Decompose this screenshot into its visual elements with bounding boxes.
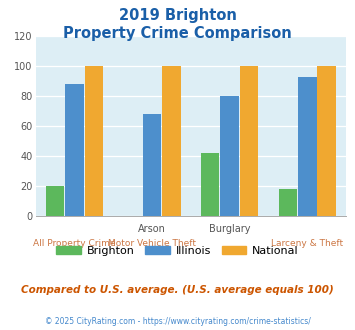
Bar <box>279 189 297 216</box>
Bar <box>46 186 64 216</box>
Text: Arson: Arson <box>138 224 166 234</box>
Text: All Property Crime: All Property Crime <box>33 239 116 248</box>
Bar <box>298 77 317 216</box>
Bar <box>162 66 181 216</box>
Text: Compared to U.S. average. (U.S. average equals 100): Compared to U.S. average. (U.S. average … <box>21 285 334 295</box>
Bar <box>220 96 239 216</box>
Text: Larceny & Theft: Larceny & Theft <box>271 239 343 248</box>
Text: Motor Vehicle Theft: Motor Vehicle Theft <box>108 239 196 248</box>
Bar <box>65 84 83 216</box>
Bar <box>201 153 219 216</box>
Text: Burglary: Burglary <box>209 224 250 234</box>
Text: 2019 Brighton: 2019 Brighton <box>119 8 236 23</box>
Bar <box>143 114 161 216</box>
Bar <box>84 66 103 216</box>
Bar <box>317 66 336 216</box>
Bar <box>240 66 258 216</box>
Text: © 2025 CityRating.com - https://www.cityrating.com/crime-statistics/: © 2025 CityRating.com - https://www.city… <box>45 317 310 326</box>
Text: Property Crime Comparison: Property Crime Comparison <box>63 26 292 41</box>
Legend: Brighton, Illinois, National: Brighton, Illinois, National <box>52 241 303 260</box>
